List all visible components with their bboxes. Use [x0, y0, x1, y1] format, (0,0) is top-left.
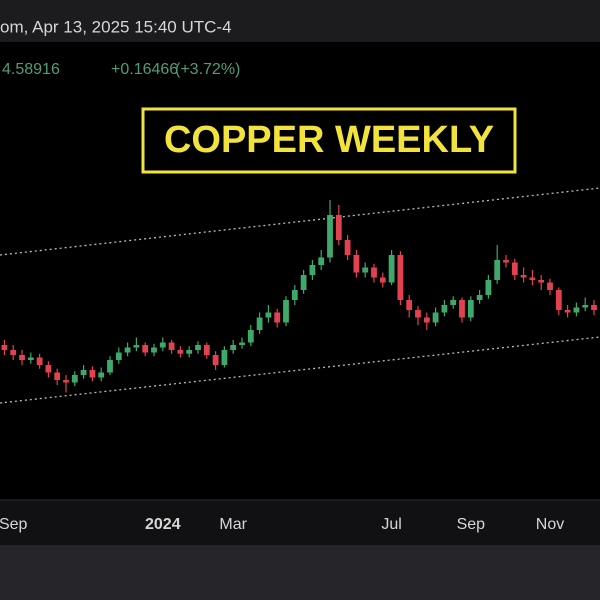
change: +0.16466 — [111, 61, 178, 78]
chart-title: COPPER WEEKLY — [164, 119, 494, 161]
candle-body — [63, 380, 69, 383]
candle-body — [283, 300, 289, 323]
candle-body — [327, 215, 333, 258]
candle-body — [71, 375, 78, 383]
x-tick-label: Nov — [536, 516, 564, 533]
candle-body — [247, 330, 254, 343]
candle-body — [265, 312, 272, 318]
header-bar — [0, 0, 600, 42]
candle-body — [476, 295, 483, 300]
candle-body — [573, 307, 580, 313]
candle-body — [335, 215, 342, 240]
candle-body — [1, 345, 8, 350]
candle-body — [186, 350, 193, 354]
candle-body — [529, 277, 536, 280]
candle-body — [538, 280, 545, 283]
candle-body — [459, 300, 465, 318]
candle-body — [300, 275, 307, 290]
candle-body — [415, 310, 421, 318]
candle-body — [159, 342, 166, 348]
candle-body — [388, 255, 395, 283]
candle-body — [555, 290, 562, 310]
title-box — [141, 107, 517, 174]
candle-body — [291, 290, 298, 300]
channel-lower — [0, 336, 600, 404]
candle-body — [371, 267, 377, 278]
x-axis-bar — [0, 500, 600, 545]
candle-body — [423, 317, 430, 323]
x-tick-label: Mar — [219, 516, 247, 533]
candle-body — [344, 240, 351, 255]
candle-body — [450, 300, 457, 305]
candle-body — [151, 347, 157, 353]
candle-body — [98, 372, 105, 378]
candle-body — [168, 342, 175, 350]
candle-body — [564, 310, 571, 313]
candle-body — [54, 372, 61, 380]
change-percent: (+3.72%) — [175, 61, 240, 78]
last-price: 4.58916 — [2, 61, 60, 78]
channel-upper — [0, 187, 600, 256]
candle-body — [115, 352, 122, 360]
candle-body — [591, 305, 597, 310]
candle-body — [10, 350, 17, 355]
x-tick-label: Jul — [381, 516, 401, 533]
candle-body — [362, 267, 369, 273]
candle-body — [520, 275, 527, 278]
candle-body — [45, 365, 52, 373]
candle-body — [256, 317, 263, 330]
candle-body — [397, 255, 404, 300]
candle-body — [406, 300, 413, 310]
candle-body — [582, 305, 589, 308]
candle-body — [212, 355, 219, 365]
candle-body — [203, 345, 210, 355]
candle-body — [80, 370, 87, 375]
candle-body — [230, 345, 237, 350]
candle-body — [318, 257, 325, 265]
candle-body — [239, 342, 245, 345]
candle-body — [124, 347, 131, 353]
candle-body — [353, 255, 360, 273]
candle-body — [503, 260, 509, 263]
candle-body — [379, 277, 386, 283]
x-tick-label: Sep — [0, 516, 28, 533]
candle-body — [107, 360, 113, 373]
candle-body — [36, 357, 43, 365]
candle-body — [133, 345, 140, 348]
candle-body — [467, 300, 474, 318]
candle-body — [19, 355, 25, 360]
footer-bar — [0, 545, 600, 600]
candle-body — [441, 305, 448, 313]
candle-body — [274, 312, 281, 323]
x-tick-label: Sep — [457, 516, 486, 533]
candle-body — [485, 280, 492, 295]
candle-body — [547, 282, 553, 290]
candle-body — [309, 265, 316, 275]
header-text: om, Apr 13, 2025 15:40 UTC-4 — [0, 17, 232, 36]
candles — [1, 200, 597, 393]
candle-body — [494, 260, 501, 280]
candle-body — [177, 350, 184, 354]
candle-body — [27, 357, 34, 360]
candle-body — [142, 345, 149, 353]
candle-body — [221, 350, 228, 365]
candle-body — [511, 262, 518, 275]
x-tick-label: 2024 — [145, 516, 181, 533]
candle-body — [195, 345, 201, 350]
candle-body — [432, 312, 439, 323]
candle-body — [89, 370, 96, 378]
